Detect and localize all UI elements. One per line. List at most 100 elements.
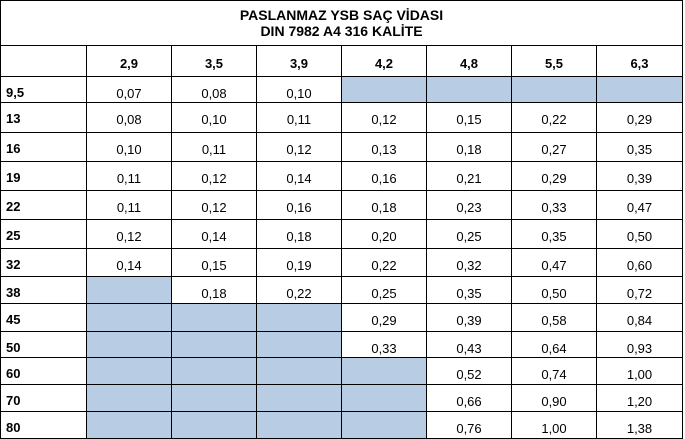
row-header: 9,5 — [1, 77, 87, 103]
table-cell: 0,43 — [427, 332, 512, 358]
table-cell: 0,22 — [342, 249, 427, 277]
row-header: 16 — [1, 133, 87, 162]
empty-cell — [87, 358, 172, 385]
table-cell: 0,08 — [87, 103, 172, 133]
empty-cell — [257, 412, 342, 438]
table-cell: 0,22 — [257, 277, 342, 304]
title-line-1: PASLANMAZ YSB SAÇ VİDASI — [239, 7, 444, 23]
empty-cell — [257, 304, 342, 332]
table-cell: 0,15 — [427, 103, 512, 133]
empty-cell — [172, 332, 257, 358]
table-cell: 0,10 — [172, 103, 257, 133]
table-cell: 0,07 — [87, 77, 172, 103]
table-cell: 0,32 — [427, 249, 512, 277]
table-cell: 0,08 — [172, 77, 257, 103]
table-cell: 1,00 — [512, 412, 597, 438]
table-cell: 0,93 — [597, 332, 682, 358]
table-cell: 0,33 — [512, 191, 597, 220]
empty-cell — [87, 277, 172, 304]
column-header: 6,3 — [597, 46, 682, 77]
empty-cell — [172, 304, 257, 332]
table-cell: 0,39 — [427, 304, 512, 332]
row-header: 45 — [1, 304, 87, 332]
table-cell: 0,11 — [87, 162, 172, 191]
table-cell: 0,18 — [257, 220, 342, 249]
empty-cell — [87, 304, 172, 332]
table-cell: 0,64 — [512, 332, 597, 358]
row-header: 50 — [1, 332, 87, 358]
empty-cell — [512, 77, 597, 103]
table-cell: 0,84 — [597, 304, 682, 332]
table-cell: 1,20 — [597, 385, 682, 412]
table-cell: 0,18 — [427, 133, 512, 162]
empty-cell — [172, 385, 257, 412]
table-cell: 0,12 — [172, 191, 257, 220]
row-header: 70 — [1, 385, 87, 412]
row-header: 25 — [1, 220, 87, 249]
empty-cell — [342, 412, 427, 438]
table-cell: 0,50 — [512, 277, 597, 304]
column-header: 3,5 — [172, 46, 257, 77]
table-cell: 0,50 — [597, 220, 682, 249]
table-cell: 0,25 — [427, 220, 512, 249]
empty-cell — [342, 385, 427, 412]
table-cell: 0,22 — [512, 103, 597, 133]
row-header: 13 — [1, 103, 87, 133]
empty-cell — [257, 332, 342, 358]
empty-cell — [172, 358, 257, 385]
table-cell: 0,29 — [597, 103, 682, 133]
empty-cell — [427, 77, 512, 103]
column-header: 4,8 — [427, 46, 512, 77]
table-cell: 0,35 — [512, 220, 597, 249]
row-header: 19 — [1, 162, 87, 191]
table-cell: 0,14 — [257, 162, 342, 191]
table-cell: 0,47 — [597, 191, 682, 220]
table-cell: 0,18 — [342, 191, 427, 220]
table-cell: 0,27 — [512, 133, 597, 162]
table-cell: 0,35 — [597, 133, 682, 162]
table-cell: 0,39 — [597, 162, 682, 191]
table-cell: 0,58 — [512, 304, 597, 332]
table-cell: 0,25 — [342, 277, 427, 304]
table-cell: 0,16 — [257, 191, 342, 220]
row-header: 22 — [1, 191, 87, 220]
column-header: 2,9 — [87, 46, 172, 77]
table-cell: 0,18 — [172, 277, 257, 304]
table-cell: 0,90 — [512, 385, 597, 412]
table-cell: 0,14 — [172, 220, 257, 249]
table-cell: 1,00 — [597, 358, 682, 385]
empty-cell — [87, 385, 172, 412]
table-cell: 0,10 — [87, 133, 172, 162]
empty-cell — [257, 358, 342, 385]
row-header: 32 — [1, 249, 87, 277]
table-cell: 0,11 — [172, 133, 257, 162]
table-cell: 0,21 — [427, 162, 512, 191]
table-cell: 1,38 — [626, 421, 653, 436]
table-cell: 0,10 — [257, 77, 342, 103]
table-cell: 0,11 — [257, 103, 342, 133]
empty-cell — [257, 385, 342, 412]
table-cell: 0,29 — [512, 162, 597, 191]
table-cell: 0,74 — [512, 358, 597, 385]
column-header: 3,9 — [257, 46, 342, 77]
table-cell: 0,20 — [342, 220, 427, 249]
table-cell: 0,60 — [597, 249, 682, 277]
table-cell: 0,16 — [342, 162, 427, 191]
table-cell: 0,14 — [87, 249, 172, 277]
row-header: 80 — [1, 412, 87, 438]
empty-cell — [597, 77, 682, 103]
table-cell: 0,13 — [342, 133, 427, 162]
row-header: 38 — [1, 277, 87, 304]
row-header: 60 — [1, 358, 87, 385]
table-cell: 0,19 — [257, 249, 342, 277]
table-cell: 0,66 — [427, 385, 512, 412]
table-cell: 0,47 — [512, 249, 597, 277]
table-cell: 0,11 — [87, 191, 172, 220]
table-cell: 0,76 — [427, 412, 512, 438]
empty-cell — [342, 358, 427, 385]
empty-cell — [172, 412, 257, 438]
table-cell: 0,12 — [257, 133, 342, 162]
corner-cell — [1, 46, 87, 77]
table-title: PASLANMAZ YSB SAÇ VİDASI DIN 7982 A4 316… — [1, 1, 682, 46]
